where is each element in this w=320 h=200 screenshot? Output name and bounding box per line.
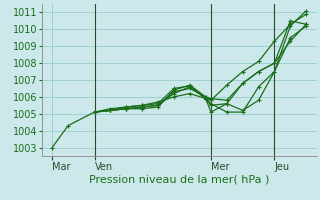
X-axis label: Pression niveau de la mer( hPa ): Pression niveau de la mer( hPa ): [89, 174, 269, 184]
